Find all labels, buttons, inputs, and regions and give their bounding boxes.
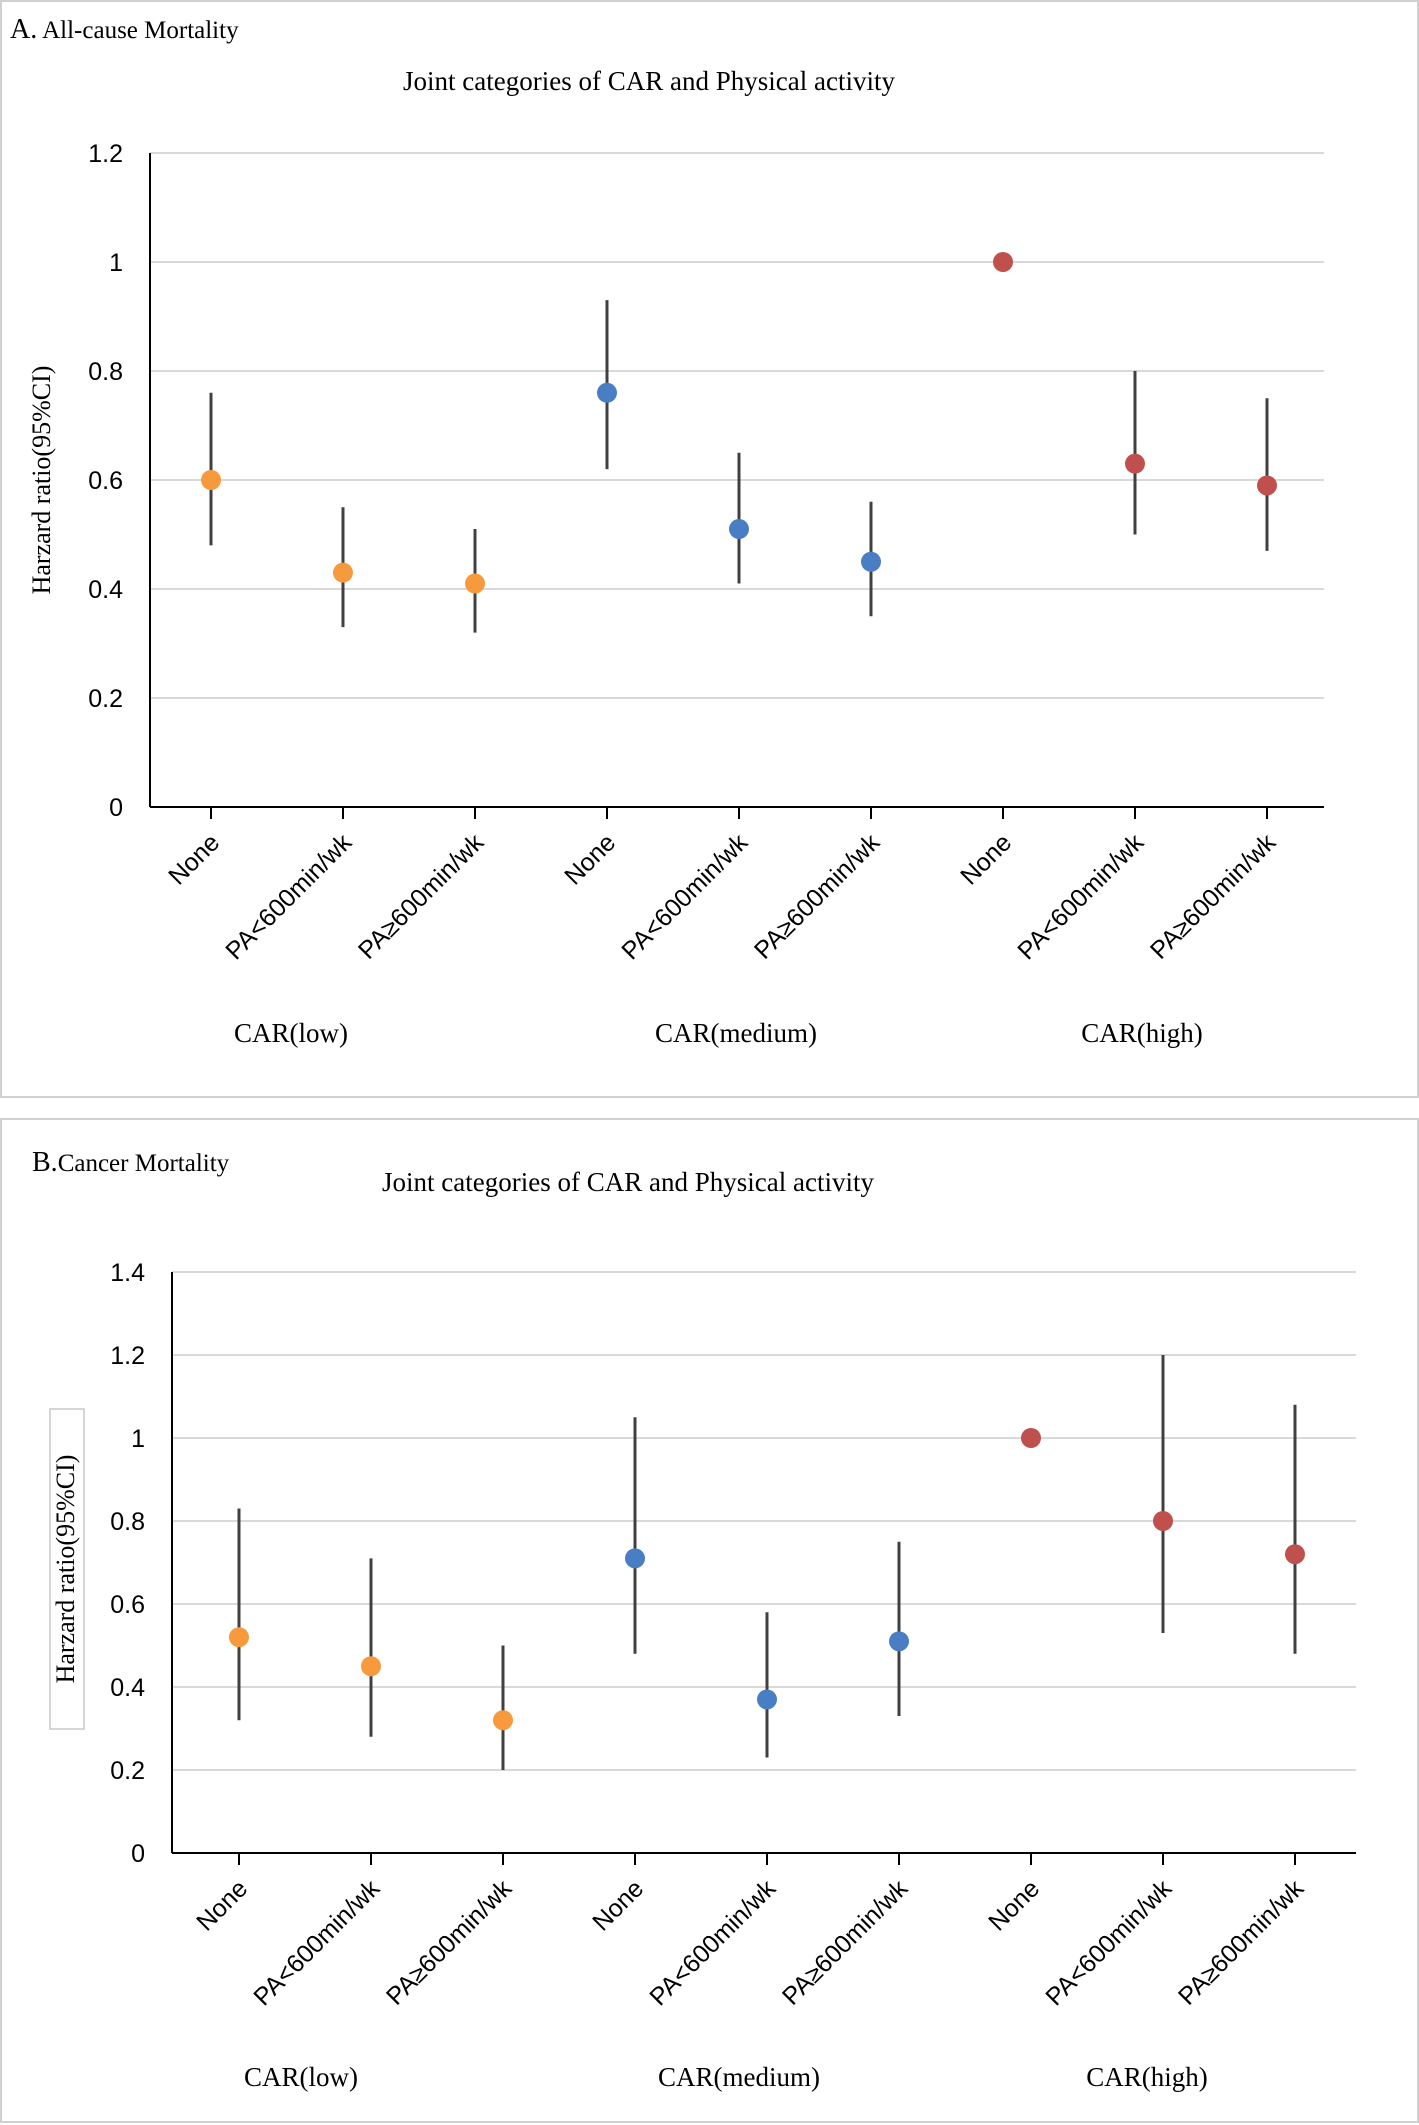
y-tick-label: 0.2 xyxy=(110,1757,145,1785)
x-category-label: PA≥600min/wk xyxy=(1173,1874,1310,2011)
data-point xyxy=(993,252,1013,272)
group-label: CAR(medium) xyxy=(658,2062,820,2092)
y-tick-label: 0.8 xyxy=(88,358,123,386)
x-category-label: PA<600min/wk xyxy=(220,828,357,965)
group-label: CAR(low) xyxy=(234,1018,348,1048)
y-tick-label: 0.4 xyxy=(88,576,123,604)
chart-panel-all-cause: A. All-cause Mortality Joint categories o… xyxy=(0,0,1419,1098)
x-category-label: PA<600min/wk xyxy=(644,1874,781,2011)
panel-letter: A. xyxy=(10,14,37,45)
data-point xyxy=(1153,1511,1173,1531)
x-category-label: PA≥600min/wk xyxy=(381,1874,518,2011)
x-category-label: PA≥600min/wk xyxy=(749,828,886,965)
x-category-label: PA≥600min/wk xyxy=(1145,828,1282,965)
panel-label: B.Cancer Mortality xyxy=(32,1147,230,1178)
y-axis-label: Harzard ratio(95%CI) xyxy=(51,1455,80,1684)
data-point xyxy=(361,1656,381,1677)
y-tick-label: 0.2 xyxy=(88,685,123,713)
data-point xyxy=(625,1548,645,1569)
data-point xyxy=(1021,1428,1041,1448)
y-tick-label: 0.8 xyxy=(110,1508,145,1536)
y-tick-label: 1.2 xyxy=(88,140,123,168)
chart-title: Joint categories of CAR and Physical act… xyxy=(403,66,895,96)
x-category-label: None xyxy=(587,1874,649,1936)
x-category-label: None xyxy=(955,828,1017,890)
x-category-label: None xyxy=(191,1874,253,1936)
data-point xyxy=(729,519,749,540)
x-category-label: PA≥600min/wk xyxy=(777,1874,914,2011)
y-tick-label: 0 xyxy=(109,794,123,822)
data-point xyxy=(1125,453,1145,474)
x-category-label: PA<600min/wk xyxy=(1012,828,1149,965)
y-axis-label: Harzard ratio(95%CI) xyxy=(27,366,56,595)
y-axis-label-box xyxy=(49,1408,85,1730)
y-tick-label: 0.6 xyxy=(88,467,123,495)
y-tick-label: 1 xyxy=(109,249,123,277)
x-category-label: PA≥600min/wk xyxy=(353,828,490,965)
data-point xyxy=(201,470,221,490)
group-label: CAR(medium) xyxy=(655,1018,817,1048)
group-label: CAR(low) xyxy=(244,2062,358,2092)
chart-title: Joint categories of CAR and Physical act… xyxy=(382,1167,874,1197)
data-point xyxy=(757,1689,777,1710)
panel-title: Cancer Mortality xyxy=(58,1150,230,1177)
x-category-label: None xyxy=(559,828,621,890)
x-category-label: PA<600min/wk xyxy=(248,1874,385,2011)
data-point xyxy=(493,1710,513,1731)
x-category-label: None xyxy=(983,1874,1045,1936)
group-label: CAR(high) xyxy=(1086,2062,1208,2092)
x-category-label: None xyxy=(163,828,225,890)
data-point xyxy=(333,562,353,583)
x-category-label: PA<600min/wk xyxy=(616,828,753,965)
y-tick-label: 1.4 xyxy=(110,1259,145,1287)
data-point xyxy=(1257,475,1277,496)
y-tick-label: 0 xyxy=(131,1840,145,1868)
panel-title: All-cause Mortality xyxy=(37,17,239,44)
data-point xyxy=(889,1631,909,1652)
y-tick-label: 1 xyxy=(131,1425,145,1453)
y-tick-label: 0.4 xyxy=(110,1674,145,1702)
y-tick-label: 1.2 xyxy=(110,1342,145,1370)
panel-label: A. All-cause Mortality xyxy=(10,14,239,45)
group-label: CAR(high) xyxy=(1081,1018,1203,1048)
data-point xyxy=(1285,1544,1305,1565)
data-point xyxy=(861,551,881,572)
chart-svg-cancer: B.Cancer Mortality Joint categories of CA… xyxy=(32,1147,1356,2092)
chart-panel-cancer: B.Cancer Mortality Joint categories of CA… xyxy=(0,1118,1419,2123)
data-point xyxy=(229,1627,249,1648)
x-category-label: PA<600min/wk xyxy=(1040,1874,1177,2011)
panel-letter: B. xyxy=(32,1147,58,1178)
data-point xyxy=(597,382,617,403)
chart-svg-all-cause: A. All-cause Mortality Joint categories o… xyxy=(10,14,1324,1048)
data-point xyxy=(465,573,485,594)
y-tick-label: 0.6 xyxy=(110,1591,145,1619)
